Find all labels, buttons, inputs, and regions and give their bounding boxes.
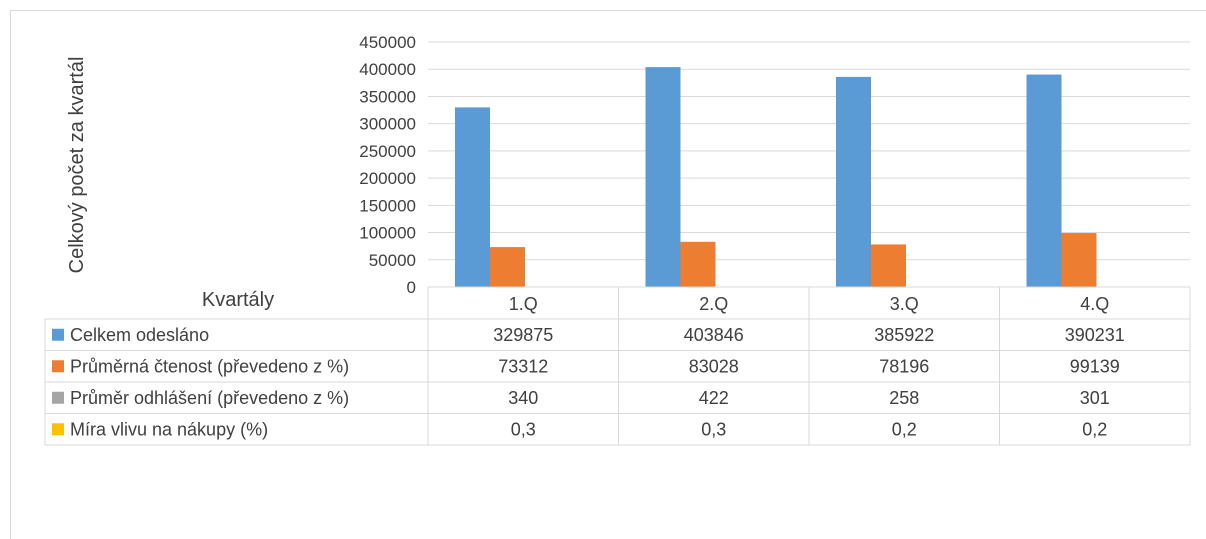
legend-key bbox=[52, 391, 64, 404]
data-label: 301 bbox=[1080, 388, 1110, 408]
category-label: 4.Q bbox=[1080, 294, 1109, 314]
data-label: 340 bbox=[508, 388, 538, 408]
data-table: 1.Q 2.Q 3.Q 4.Q Celkem odesláno 329875 403846 3… bbox=[44, 286, 1191, 446]
chart-border-top bbox=[10, 10, 1206, 11]
y-tick-label: 250000 bbox=[359, 142, 416, 161]
bar bbox=[645, 67, 681, 287]
data-label: 0,2 bbox=[1082, 419, 1107, 439]
bar bbox=[680, 241, 716, 287]
bar bbox=[455, 107, 490, 287]
bar bbox=[1026, 74, 1062, 288]
bar bbox=[1061, 233, 1097, 287]
y-tick-label: 300000 bbox=[359, 115, 416, 134]
bar bbox=[871, 244, 906, 287]
data-label: 329875 bbox=[493, 325, 553, 345]
data-label: 0,3 bbox=[511, 419, 536, 439]
bar bbox=[836, 76, 871, 288]
data-label: 73312 bbox=[498, 356, 548, 376]
series-name: Průměr odhlášení (převedeno z %) bbox=[70, 388, 349, 408]
category-label: 1.Q bbox=[509, 294, 538, 314]
bars bbox=[455, 67, 1167, 288]
series-name: Průměrná čtenost (převedeno z %) bbox=[70, 356, 349, 376]
legend-key bbox=[52, 360, 64, 373]
data-label: 0,2 bbox=[892, 419, 917, 439]
y-tick-label: 100000 bbox=[359, 224, 416, 243]
data-label: 390231 bbox=[1065, 325, 1125, 345]
y-tick-label: 50000 bbox=[369, 251, 416, 270]
data-label: 78196 bbox=[879, 356, 929, 376]
data-label: 258 bbox=[889, 388, 919, 408]
data-label: 403846 bbox=[684, 325, 744, 345]
data-label: 0,3 bbox=[701, 419, 726, 439]
y-tick-label: 0 bbox=[407, 278, 416, 297]
y-tick-label: 400000 bbox=[359, 60, 416, 79]
y-tick-label: 350000 bbox=[359, 87, 416, 106]
y-tick-label: 200000 bbox=[359, 169, 416, 188]
data-label: 99139 bbox=[1070, 356, 1120, 376]
series-name: Celkem odesláno bbox=[70, 325, 209, 345]
x-axis-label: Kvartály bbox=[202, 289, 274, 311]
category-label: 2.Q bbox=[699, 294, 728, 314]
chart-border-left bbox=[10, 10, 11, 539]
category-label: 3.Q bbox=[890, 294, 919, 314]
series-name: Míra vlivu na nákupy (%) bbox=[70, 419, 268, 439]
data-label: 422 bbox=[699, 388, 729, 408]
y-axis-label: Celkový počet za kvartál bbox=[66, 57, 88, 274]
y-axis-ticks: 0 50000 100000 150000 200000 250000 300000 3500… bbox=[359, 33, 416, 297]
bar bbox=[490, 247, 525, 287]
legend-key bbox=[52, 423, 64, 436]
data-label: 83028 bbox=[689, 356, 739, 376]
data-label: 385922 bbox=[874, 325, 934, 345]
y-tick-label: 150000 bbox=[359, 196, 416, 215]
legend-key bbox=[52, 328, 64, 341]
y-tick-label: 450000 bbox=[359, 33, 416, 52]
